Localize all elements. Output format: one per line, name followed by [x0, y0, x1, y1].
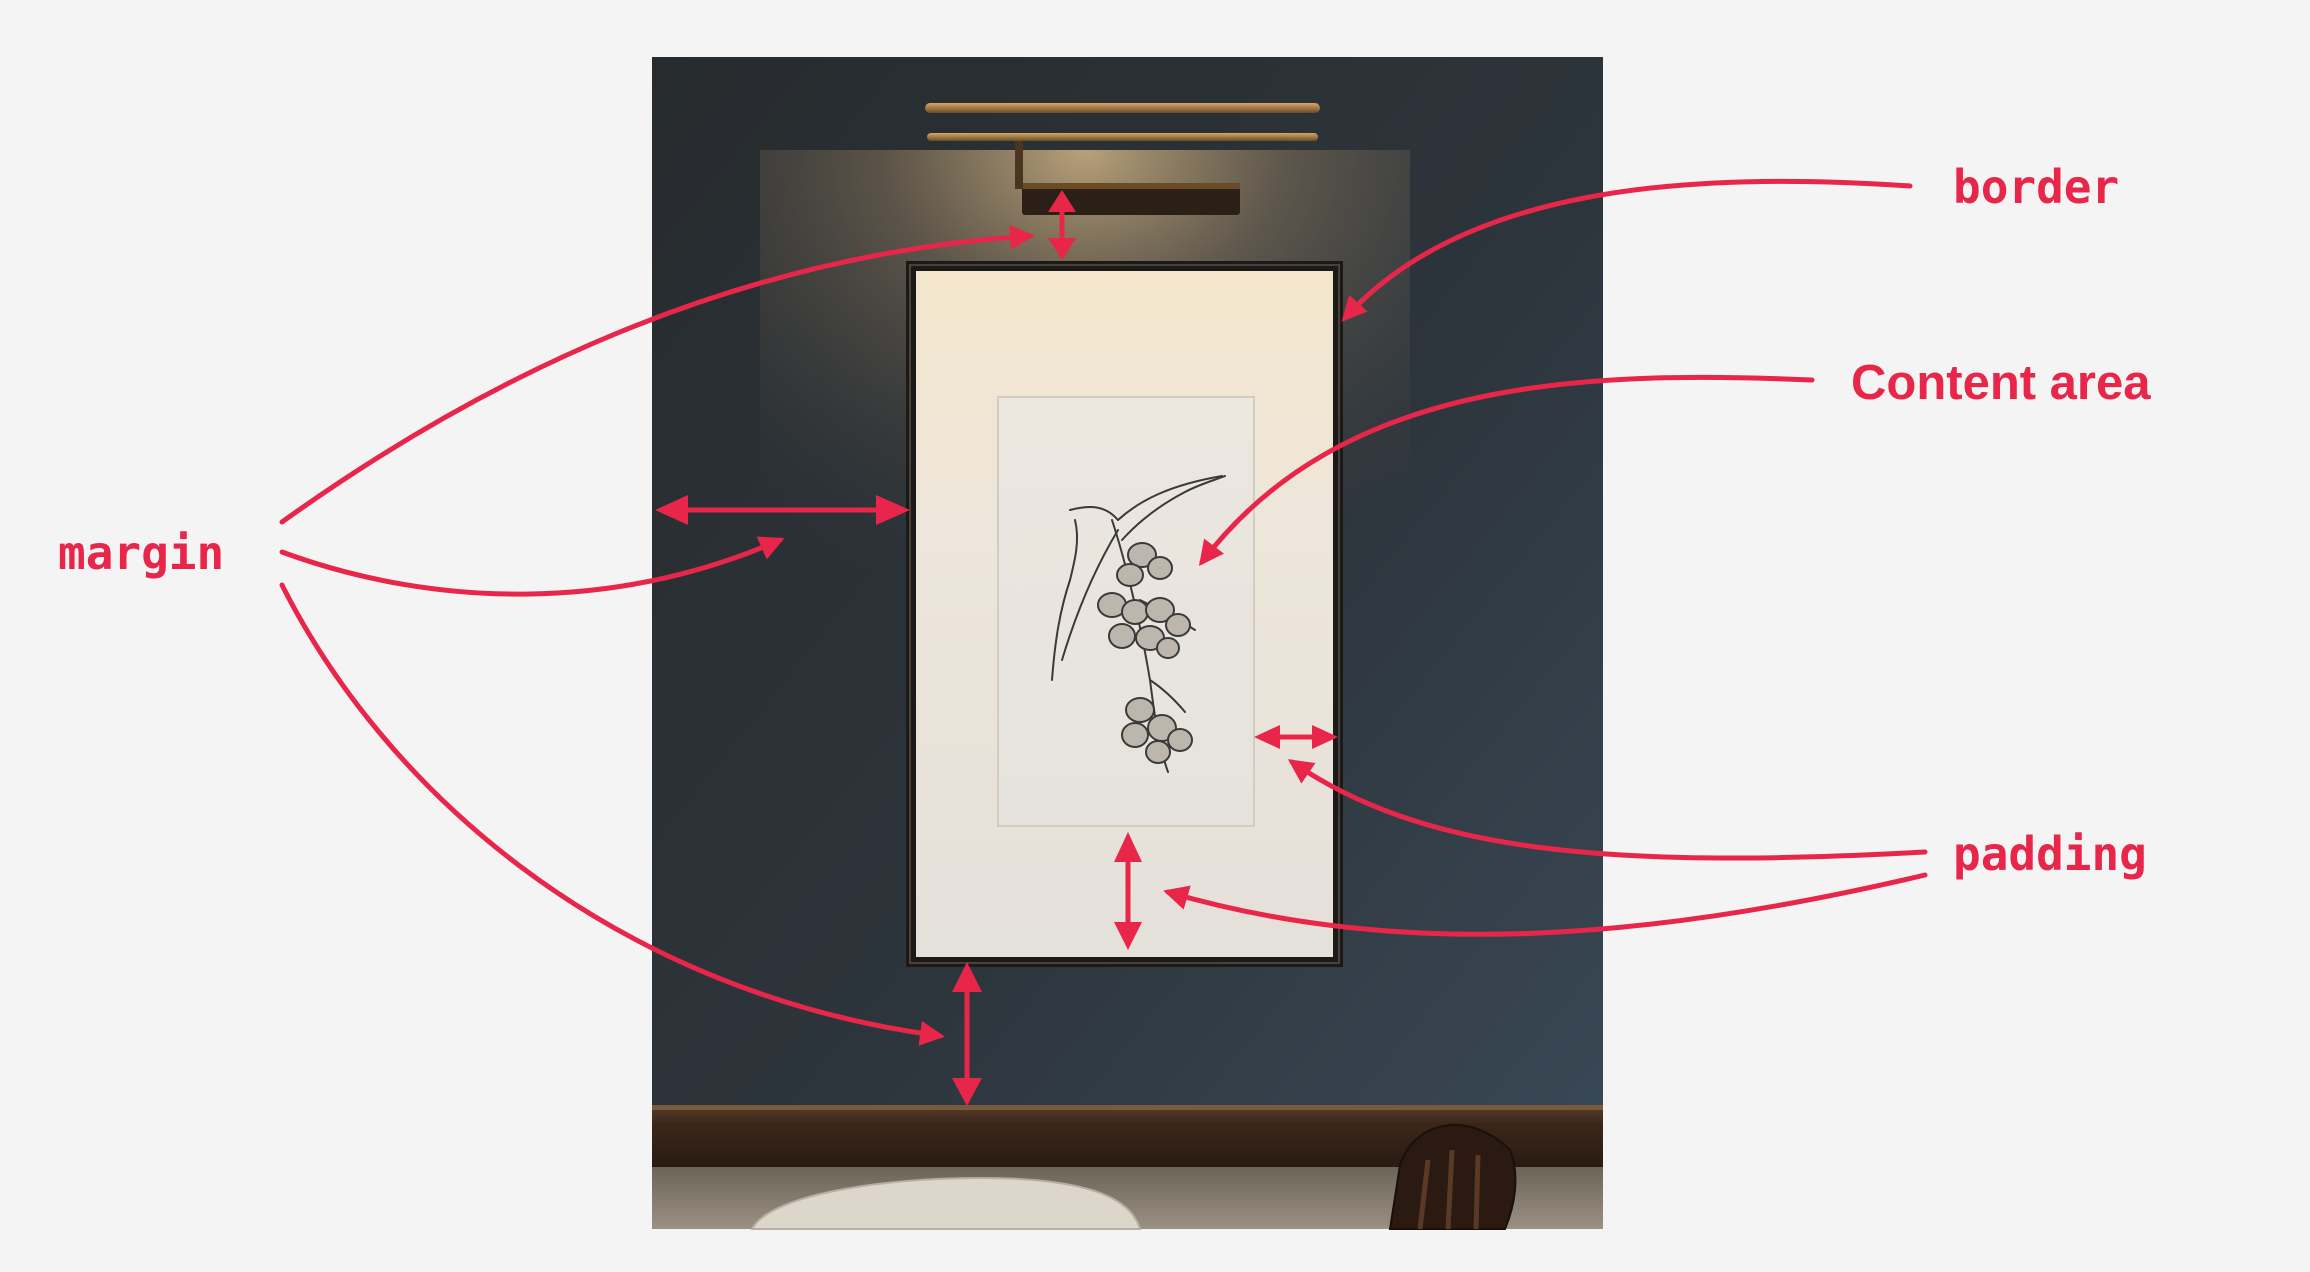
content-pointer-arrow — [1198, 374, 1815, 566]
padding-bottom-measure — [1114, 832, 1142, 950]
padding-pointer-bottom — [1163, 872, 1928, 937]
photo — [652, 57, 1603, 1230]
margin-pointer-bottom — [279, 582, 945, 1046]
content-area-label: Content area — [1851, 356, 2151, 410]
padding-pointer-right — [1287, 759, 1928, 861]
margin-bottom-measure — [952, 962, 982, 1106]
margin-label: margin — [58, 526, 225, 580]
margin-pointer-top — [279, 224, 1035, 525]
margin-top-measure — [1048, 190, 1076, 260]
annotations — [279, 178, 1928, 1046]
margin-pointer-left — [279, 536, 785, 597]
picture-lamp-icon — [925, 103, 1320, 215]
drawing-berries — [1097, 542, 1193, 764]
round-table-icon — [750, 1176, 1142, 1230]
border-pointer-arrow — [1341, 178, 1913, 322]
border-label: border — [1953, 160, 2120, 214]
measure-arrows — [655, 190, 1338, 1106]
padding-label: padding — [1953, 827, 2147, 881]
margin-left-measure — [655, 495, 910, 525]
padding-right-measure — [1254, 725, 1338, 749]
chair-icon — [1388, 1124, 1517, 1230]
